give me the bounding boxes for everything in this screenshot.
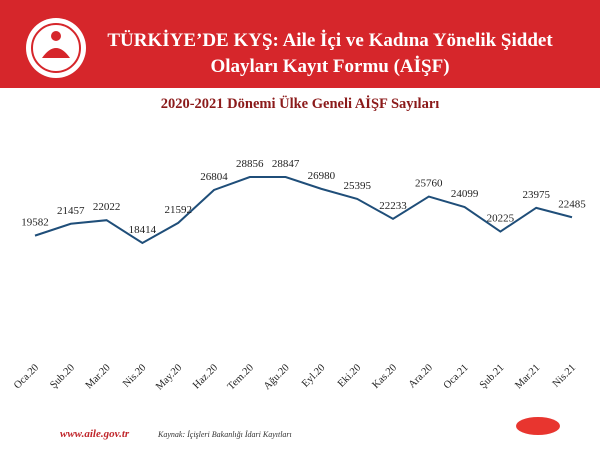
source: Kaynak: İçişleri Bakanlığı İdari Kayıtla… [157,430,292,439]
data-label: 25395 [343,180,371,192]
data-label: 25760 [415,178,443,190]
data-label: 20225 [487,213,515,225]
data-label: 26980 [308,170,336,182]
data-label: 28856 [236,158,264,170]
data-label: 21592 [164,204,192,216]
data-label: 22022 [93,201,121,213]
data-label: 28847 [272,158,300,170]
data-label: 18414 [129,224,157,236]
data-label: 22485 [558,198,586,210]
title-line: Olayları Kayıt Formu (AİŞF) [210,56,449,77]
logo [26,18,86,78]
decoration [516,417,560,435]
data-label: 19582 [21,217,49,229]
website: www.aile.gov.tr [60,428,130,440]
title-line: TÜRKİYE’DE KYŞ: Aile İçi ve Kadına Yönel… [107,30,553,51]
data-label: 22233 [379,200,407,212]
header-banner [0,0,600,88]
line [34,175,573,245]
data-label: 21457 [57,205,85,217]
data-label: 23975 [522,189,550,201]
data-label: 26804 [200,171,228,183]
data-label: 24099 [451,188,479,200]
subtitle: 2020-2021 Dönemi Ülke Geneli AİŞF Sayıla… [161,95,440,112]
